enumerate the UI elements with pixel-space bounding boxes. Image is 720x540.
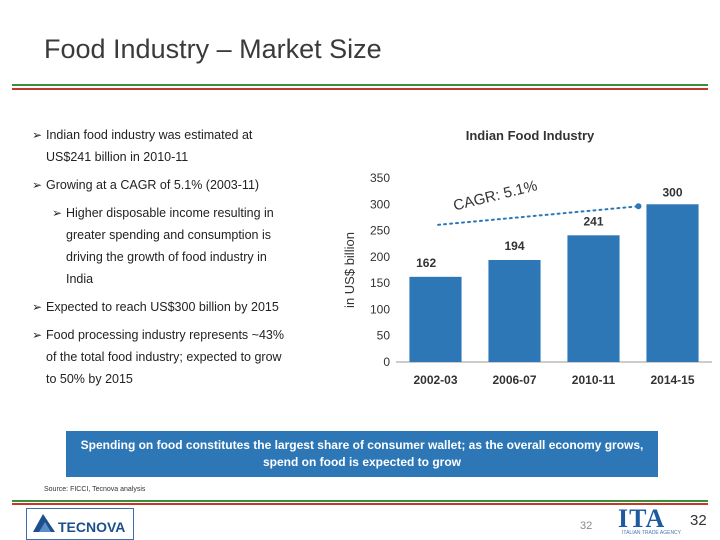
tecnova-logo-icon: [33, 514, 55, 532]
sub-bullet-item: driving the growth of food industry in: [52, 246, 362, 268]
cagr-annotation: CAGR: 5.1%: [452, 177, 539, 214]
sub-bullet-item: India: [52, 268, 362, 290]
bullet-list: ➢ Indian food industry was estimated at US…: [32, 124, 362, 390]
bullet-item: of the total food industry; expected to …: [32, 346, 362, 368]
chart-title: Indian Food Industry: [466, 128, 595, 143]
bullet-item: ➢ Expected to reach US$300 billion by 201…: [32, 296, 362, 318]
bullet-text: greater spending and consumption is: [66, 228, 271, 242]
bullet-text: Food processing industry represents ~43%: [46, 328, 284, 342]
page-number-faded: 32: [580, 520, 593, 532]
sub-bullet-item: greater spending and consumption is: [52, 224, 362, 246]
y-tick-label: 0: [383, 355, 390, 369]
title-stripe-white: [12, 86, 708, 88]
data-label: 241: [583, 214, 603, 228]
x-tick-label: 2010-11: [572, 373, 616, 387]
cagr-arrow-line: [437, 205, 640, 226]
page-number: 32: [690, 512, 707, 529]
ita-logo: ITA: [618, 504, 666, 533]
bar-2006-07: [488, 260, 541, 362]
bullet-text: driving the growth of food industry in: [66, 250, 267, 264]
bullet-text: Indian food industry was estimated at: [46, 128, 253, 142]
data-label: 300: [662, 185, 682, 199]
bullet-item: to 50% by 2015: [32, 368, 362, 390]
bullet-text: Growing at a CAGR of 5.1% (2003-11): [46, 178, 260, 192]
source-note: Source: FICCI, Tecnova analysis: [44, 486, 146, 493]
cagr-arrow-head-icon: [635, 203, 642, 210]
bullet-text: US$241 billion in 2010-11: [46, 150, 189, 164]
y-tick-label: 250: [370, 224, 390, 238]
arrow-bullet-icon: ➢: [32, 328, 43, 342]
y-axis-label: in US$ billion: [342, 232, 357, 308]
bullet-item: ➢ Indian food industry was estimated at: [32, 124, 362, 146]
x-tick-label: 2014-15: [650, 373, 694, 387]
arrow-bullet-icon: ➢: [32, 300, 43, 314]
bullet-item: ➢ Food processing industry represents ~43…: [32, 324, 362, 346]
y-tick-label: 150: [370, 276, 390, 290]
bullet-text: to 50% by 2015: [46, 372, 133, 386]
data-label: 194: [504, 239, 524, 253]
slide-title: Food Industry – Market Size: [44, 34, 382, 64]
tecnova-logo: [26, 508, 134, 540]
y-tick-label: 200: [370, 250, 390, 264]
y-tick-label: 350: [370, 171, 390, 185]
title-stripe-green: [12, 84, 708, 86]
bullet-text: of the total food industry; expected to …: [46, 350, 282, 364]
tecnova-logo-text: TECNOVA: [58, 519, 126, 535]
bullet-text: India: [66, 272, 94, 286]
bullet-item: ➢ Growing at a CAGR of 5.1% (2003-11): [32, 174, 362, 196]
x-tick-label: 2006-07: [492, 373, 536, 387]
footer-stripe-green: [12, 500, 708, 502]
bar-2014-15: [646, 204, 699, 362]
bullet-item: US$241 billion in 2010-11: [32, 146, 362, 168]
ita-logo-subtitle: ITALIAN TRADE AGENCY: [622, 530, 681, 536]
bullet-text: Expected to reach US$300 billion by 2015: [46, 300, 279, 314]
bullet-text: Higher disposable income resulting in: [66, 206, 274, 220]
y-tick-label: 50: [377, 329, 391, 343]
bar-2002-03: [409, 276, 462, 362]
title-stripe-red: [12, 88, 708, 90]
sub-bullet-item: ➢ Higher disposable income resulting in: [52, 202, 362, 224]
arrow-bullet-icon: ➢: [52, 206, 63, 220]
y-tick-label: 300: [370, 197, 390, 211]
data-label: 162: [416, 256, 436, 270]
arrow-bullet-icon: ➢: [32, 178, 43, 192]
x-tick-label: 2002-03: [413, 373, 457, 387]
y-tick-label: 100: [370, 302, 390, 316]
bar-chart: Indian Food Industry in US$ billion 0 50 100…: [342, 128, 712, 387]
bar-2010-11: [567, 235, 620, 362]
footer-stripe-red: [12, 503, 708, 505]
arrow-bullet-icon: ➢: [32, 128, 43, 142]
callout-box: Spending on food constitutes the largest…: [66, 431, 658, 477]
callout-text: Spending on food constitutes the largest…: [80, 438, 644, 469]
